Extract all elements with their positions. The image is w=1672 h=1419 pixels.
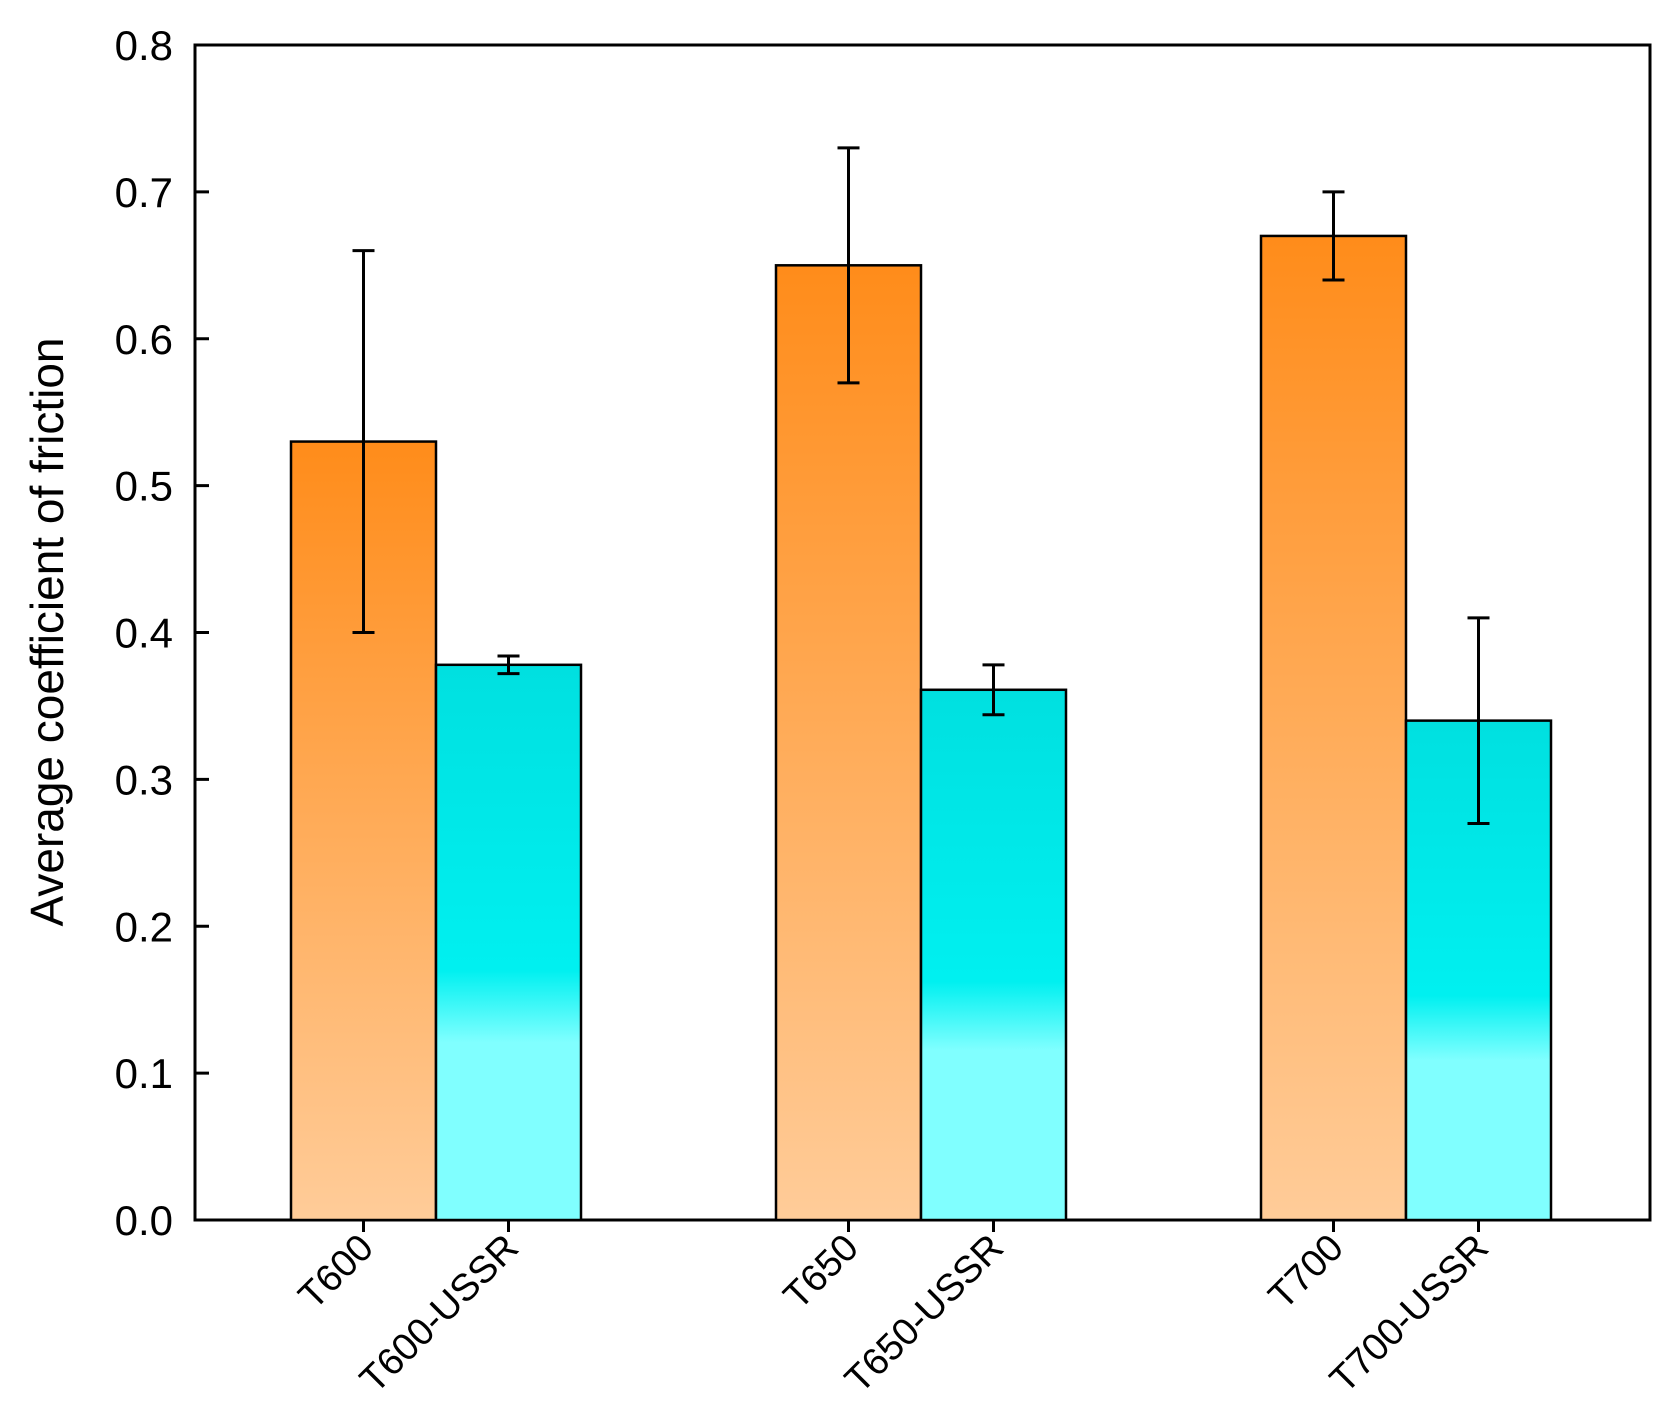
bar-t600-ussr	[434, 663, 583, 1222]
x-category-label: T600	[291, 1227, 382, 1318]
x-category-label: T650-USSR	[837, 1227, 1012, 1402]
error-bars-group	[352, 146, 1490, 825]
y-axis-title: Average coefficient of friction	[21, 338, 73, 927]
x-category-label: T650	[776, 1227, 867, 1318]
y-tick-label: 0.0	[115, 1197, 173, 1244]
bar-t700	[1259, 234, 1408, 1222]
bar-t650-ussr	[919, 688, 1068, 1222]
y-tick-label: 0.1	[115, 1050, 173, 1097]
y-tick-label: 0.7	[115, 169, 173, 216]
y-tick-label: 0.6	[115, 316, 173, 363]
y-tick-label: 0.5	[115, 463, 173, 510]
y-tick-label: 0.3	[115, 756, 173, 803]
bar-t650	[774, 264, 923, 1222]
x-category-label: T700	[1261, 1227, 1352, 1318]
y-tick-label: 0.8	[115, 22, 173, 69]
y-axis: 0.0 0.1 0.2 0.3 0.4 0.5 0.6 0.7 0.8	[115, 22, 209, 1244]
y-tick-label: 0.4	[115, 610, 173, 657]
x-category-label: T700-USSR	[1322, 1227, 1497, 1402]
x-category-label: T600-USSR	[352, 1227, 527, 1402]
y-tick-label: 0.2	[115, 903, 173, 950]
bars-group	[289, 234, 1553, 1222]
